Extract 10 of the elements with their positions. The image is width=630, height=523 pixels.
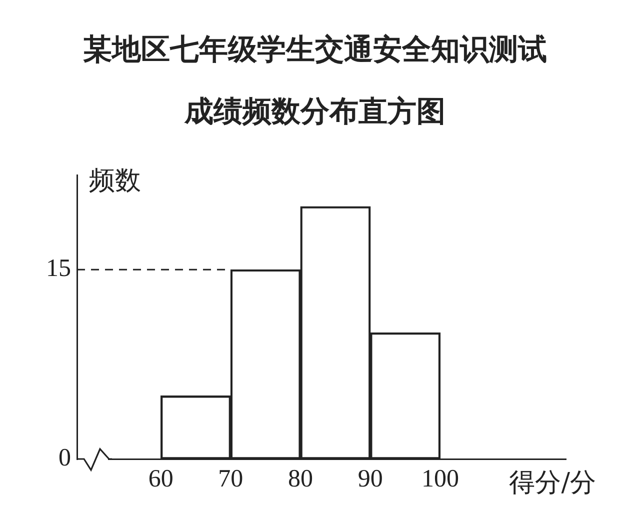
chart-title: 某地区七年级学生交通安全知识测试成绩频数分布直方图 bbox=[82, 31, 548, 130]
x-tick-label: 70 bbox=[218, 466, 244, 493]
x-axis-title: 得分/分 bbox=[509, 468, 596, 498]
y-tick-label: 15 bbox=[46, 255, 71, 282]
y-axis-title: 频数 bbox=[89, 166, 141, 196]
x-tick-label: 60 bbox=[148, 466, 174, 493]
x-tick-label: 80 bbox=[288, 466, 314, 493]
x-tick-label: 90 bbox=[358, 466, 383, 493]
x-tick-label: 100 bbox=[422, 466, 460, 493]
y-tick-label: 0 bbox=[58, 444, 71, 472]
